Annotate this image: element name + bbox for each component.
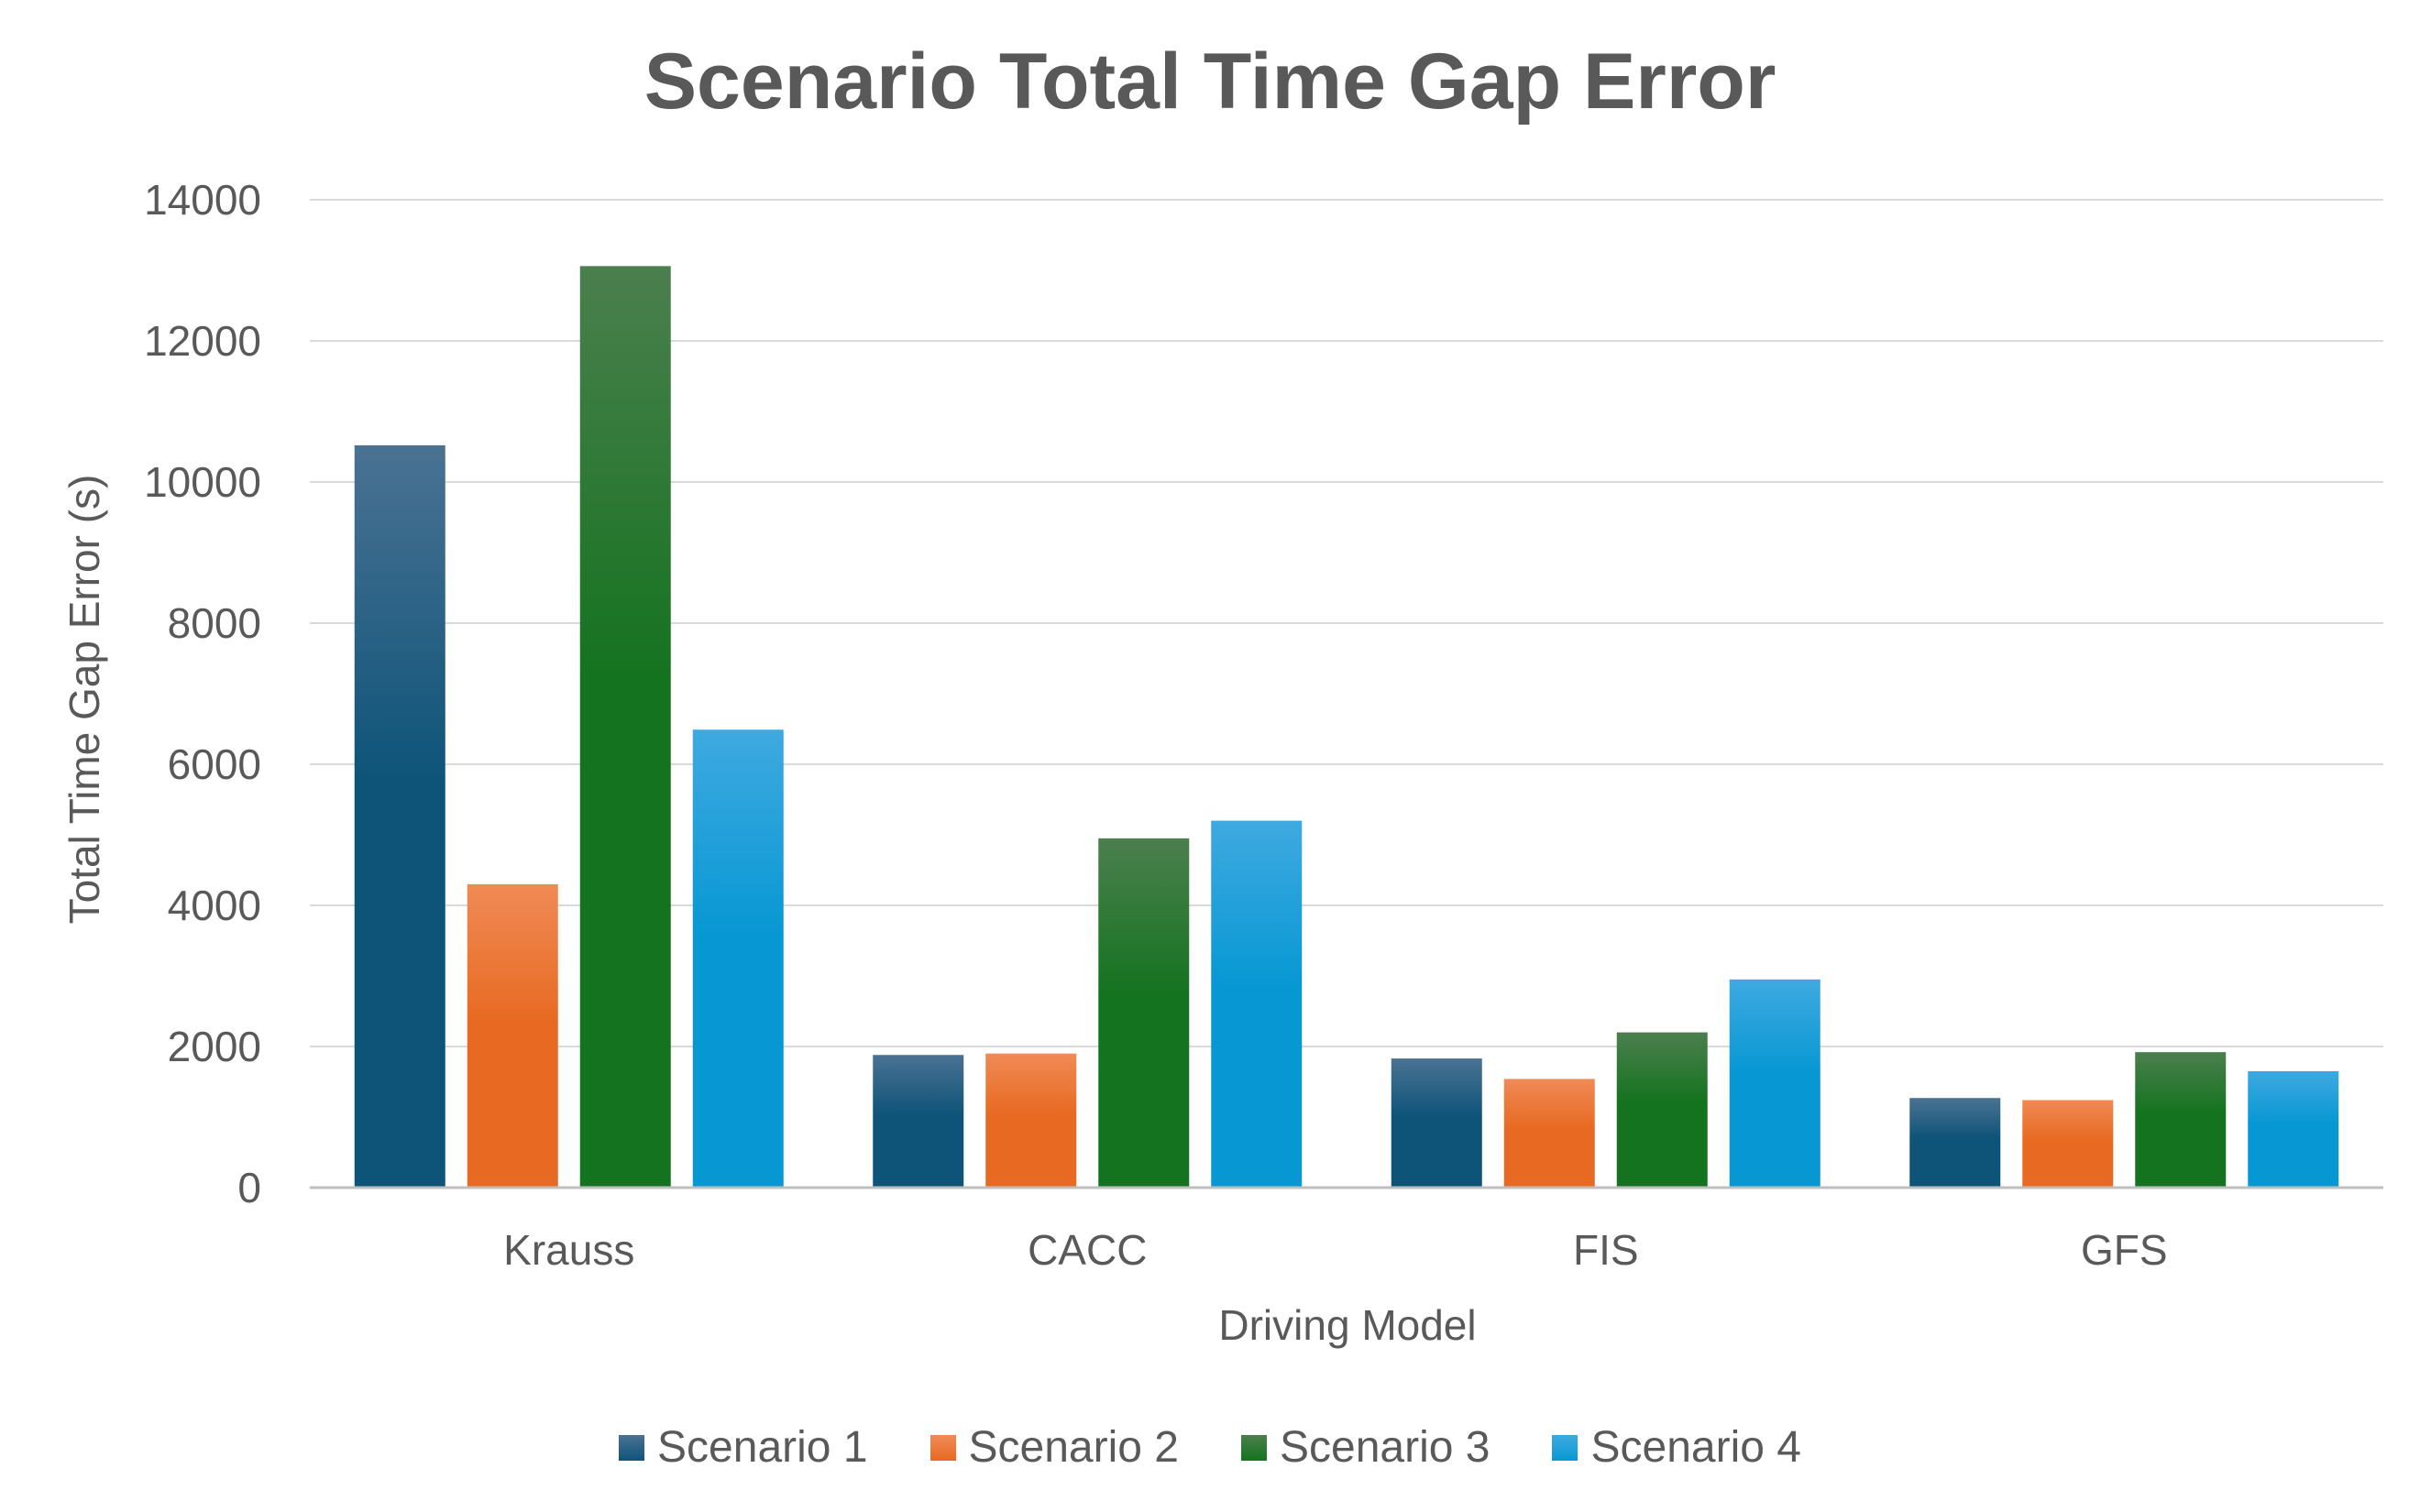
legend-item-scenario-4: Scenario 4 <box>1552 1422 1801 1473</box>
bar-cacc-scenario-4 <box>1211 820 1303 1188</box>
legend: Scenario 1 Scenario 2 Scenario 3 Scenario 4 <box>0 1422 2420 1473</box>
bar-krauss-scenario-3 <box>579 266 671 1188</box>
bar-gfs-scenario-2 <box>2022 1100 2114 1188</box>
y-tick-label: 6000 <box>168 740 261 788</box>
x-tick-label: FIS <box>1573 1226 1639 1274</box>
legend-label: Scenario 1 <box>657 1423 868 1472</box>
legend-item-scenario-2: Scenario 2 <box>930 1422 1179 1473</box>
bar-fis-scenario-1 <box>1391 1058 1482 1188</box>
x-tick-label: CACC <box>1028 1226 1147 1274</box>
legend-swatch <box>930 1434 956 1461</box>
bar-fis-scenario-3 <box>1616 1032 1708 1188</box>
x-tick-label: Krauss <box>503 1226 634 1274</box>
bar-cacc-scenario-3 <box>1098 838 1190 1188</box>
legend-swatch <box>1552 1434 1578 1461</box>
bar-krauss-scenario-4 <box>692 729 784 1188</box>
bar-fis-scenario-4 <box>1729 979 1820 1188</box>
legend-item-scenario-1: Scenario 1 <box>619 1422 868 1473</box>
chart-title: Scenario Total Time Gap Error <box>644 38 1776 126</box>
bar-fis-scenario-2 <box>1503 1079 1595 1188</box>
bar-cacc-scenario-2 <box>985 1053 1077 1188</box>
y-tick-label: 12000 <box>144 317 261 365</box>
bar-krauss-scenario-2 <box>467 883 558 1188</box>
legend-item-scenario-3: Scenario 3 <box>1241 1422 1490 1473</box>
x-axis-title: Driving Model <box>1218 1301 1476 1349</box>
bar-gfs-scenario-3 <box>2135 1052 2227 1188</box>
y-tick-label: 2000 <box>168 1023 261 1070</box>
bar-gfs-scenario-1 <box>1909 1098 2001 1188</box>
y-axis-title: Total Time Gap Error (s) <box>60 475 108 925</box>
bar-cacc-scenario-1 <box>873 1055 964 1188</box>
bar-krauss-scenario-1 <box>354 444 446 1189</box>
y-tick-label: 8000 <box>168 599 261 647</box>
legend-label: Scenario 3 <box>1280 1423 1490 1472</box>
y-tick-label: 14000 <box>144 176 261 224</box>
y-tick-label: 10000 <box>144 458 261 506</box>
legend-swatch <box>619 1434 645 1461</box>
legend-label: Scenario 4 <box>1590 1423 1801 1472</box>
bar-gfs-scenario-4 <box>2248 1070 2339 1188</box>
axes: 0 2000 4000 6000 8000 10000 12000 14000 Krauss CA… <box>144 176 2383 1274</box>
bars <box>354 266 2339 1189</box>
x-tick-label: GFS <box>2081 1226 2168 1274</box>
legend-label: Scenario 2 <box>968 1423 1179 1472</box>
y-tick-label: 4000 <box>168 882 261 929</box>
y-tick-label: 0 <box>237 1164 261 1211</box>
legend-swatch <box>1241 1434 1267 1461</box>
